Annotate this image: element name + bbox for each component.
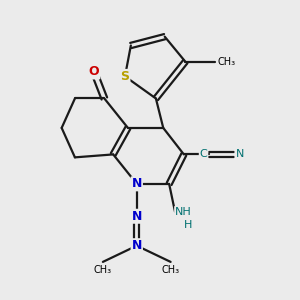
Text: N: N	[236, 149, 244, 159]
Text: CH₃: CH₃	[94, 265, 112, 275]
Text: CH₃: CH₃	[218, 57, 236, 67]
Text: S: S	[121, 70, 130, 83]
Text: O: O	[89, 65, 99, 79]
Text: C: C	[200, 149, 207, 159]
Text: NH: NH	[175, 207, 192, 217]
Text: N: N	[132, 210, 142, 223]
Text: N: N	[132, 239, 142, 252]
Text: CH₃: CH₃	[161, 265, 180, 275]
Text: N: N	[132, 177, 142, 190]
Text: H: H	[184, 220, 193, 230]
